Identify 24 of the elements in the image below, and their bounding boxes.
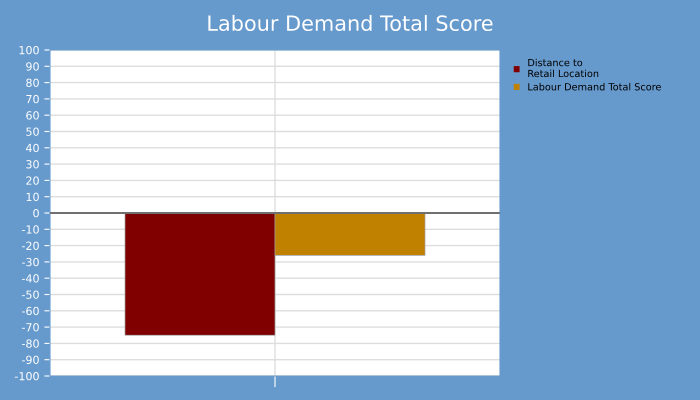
y-tick-label: -50 [22,290,39,299]
y-tick-label: -100 [14,372,39,380]
y-tick-label: -80 [22,339,39,348]
y-tick-label: 90 [26,62,39,71]
y-tick-label: 20 [26,176,39,185]
y-tick-label: 100 [20,46,39,54]
y-tick-label: -60 [22,306,39,316]
y-tick-label: -30 [22,258,39,266]
y-tick-label: 10 [26,192,39,202]
y-tick-label: -40 [22,274,39,283]
y-tick-label: 0 [33,208,39,218]
y-tick-label: 70 [26,94,39,104]
chart-title: Labour Demand Total Score [208,14,493,32]
y-tick-label: 30 [26,160,39,168]
y-tick-label: -70 [22,323,39,332]
y-tick-label: -90 [22,356,39,364]
legend-label: Labour Demand Total Score [528,82,661,90]
y-tick-label: 40 [26,144,39,152]
y-tick-label: 50 [26,127,39,136]
y-tick-label: 80 [26,78,39,87]
y-tick-label: -20 [22,242,39,250]
legend-label: Distance to Retail Location [528,58,598,78]
y-tick-label: -10 [22,225,39,234]
y-tick-label: 60 [26,111,39,120]
